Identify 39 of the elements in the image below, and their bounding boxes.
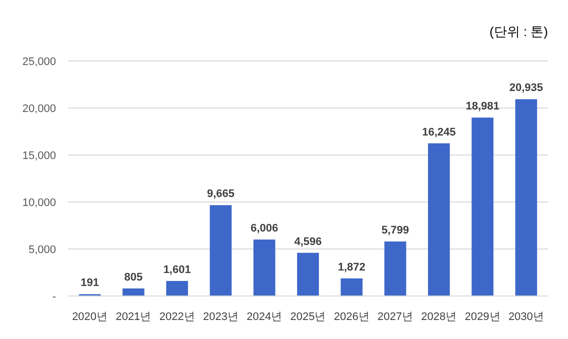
y-tick-label: 20,000 [22, 103, 56, 115]
x-tick-label: 2029년 [464, 311, 500, 323]
data-label: 20,935 [509, 82, 544, 94]
bar [384, 241, 406, 296]
bar [122, 288, 144, 296]
bar [297, 252, 319, 296]
y-tick-label: 25,000 [22, 56, 56, 68]
data-label: 9,665 [206, 188, 234, 200]
x-tick-label: 2024년 [246, 311, 282, 323]
y-tick-label: - [52, 291, 56, 303]
bar [340, 278, 363, 296]
bar [472, 118, 494, 296]
data-label: 6,006 [250, 222, 278, 235]
x-tick-label: 2026년 [334, 311, 370, 323]
text: (단위 : 톤) [490, 24, 548, 39]
x-tick-label: 2028년 [421, 311, 457, 323]
data-label: 5,799 [382, 224, 410, 236]
bar [210, 205, 232, 296]
bar [515, 99, 538, 296]
x-tick-label: 2027년 [378, 311, 414, 323]
bar [166, 280, 188, 296]
x-tick-label: 2023년 [202, 311, 238, 323]
x-tick-label: 2022년 [159, 311, 195, 323]
data-label: 191 [80, 277, 99, 290]
data-label: 16,245 [422, 126, 456, 138]
data-label: 1,601 [163, 264, 191, 276]
x-tick-label: 2020년 [72, 311, 108, 323]
data-label: 1,872 [338, 261, 366, 274]
data-label: 805 [124, 271, 143, 284]
x-tick-label: 2025년 [290, 311, 326, 323]
x-tick-label: 2021년 [116, 311, 152, 323]
y-tick-label: 15,000 [22, 150, 56, 162]
bar [253, 240, 276, 296]
x-tick-label: 2030년 [508, 311, 544, 323]
y-tick-label: 10,000 [22, 197, 56, 209]
data-label: 18,981 [466, 100, 500, 113]
bar [428, 143, 450, 296]
y-tick-label: 5,000 [28, 244, 56, 256]
data-label: 4,596 [294, 236, 322, 248]
